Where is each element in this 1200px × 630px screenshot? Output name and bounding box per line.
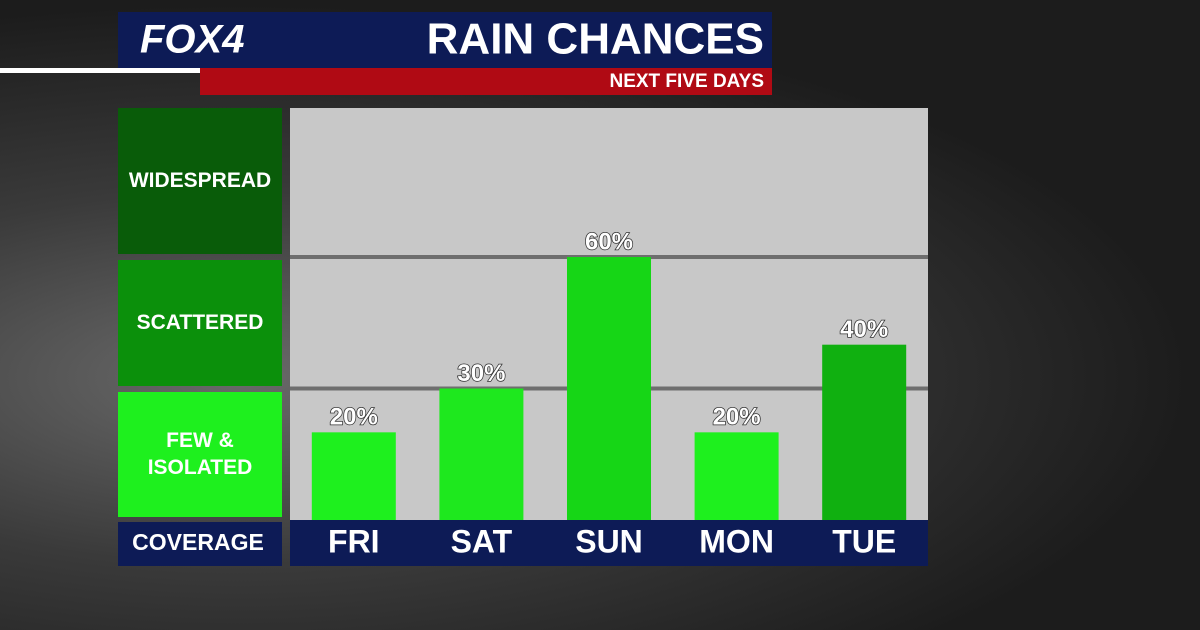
x-tick-label: FRI (328, 523, 380, 559)
logo: FOX4 (140, 18, 244, 62)
band-label: FEW & ISOLATED (118, 391, 282, 517)
value-label: 30% (457, 360, 505, 387)
x-tick-label: TUE (832, 523, 896, 559)
bar (694, 432, 779, 520)
x-tick-label: MON (699, 523, 774, 559)
x-axis-bar (290, 520, 928, 566)
band-label: SCATTERED (118, 260, 282, 386)
bar (311, 432, 396, 520)
value-label: 20% (713, 404, 761, 431)
x-tick-label: SUN (575, 523, 643, 559)
bar (822, 344, 907, 520)
axis-label: COVERAGE (132, 529, 264, 555)
x-tick-label: SAT (451, 523, 513, 559)
value-label: 60% (585, 228, 633, 255)
accent-line (0, 68, 200, 73)
axis-label-box (118, 522, 282, 566)
value-label: 40% (840, 316, 888, 343)
bar (439, 388, 524, 520)
value-label: 20% (330, 404, 378, 431)
band-label: WIDESPREAD (118, 108, 282, 255)
bar (567, 257, 651, 520)
chart-title: RAIN CHANCES (427, 15, 764, 64)
chart-subtitle: NEXT FIVE DAYS (609, 71, 764, 92)
header-bar (118, 12, 772, 68)
subtitle-bar (200, 68, 772, 95)
